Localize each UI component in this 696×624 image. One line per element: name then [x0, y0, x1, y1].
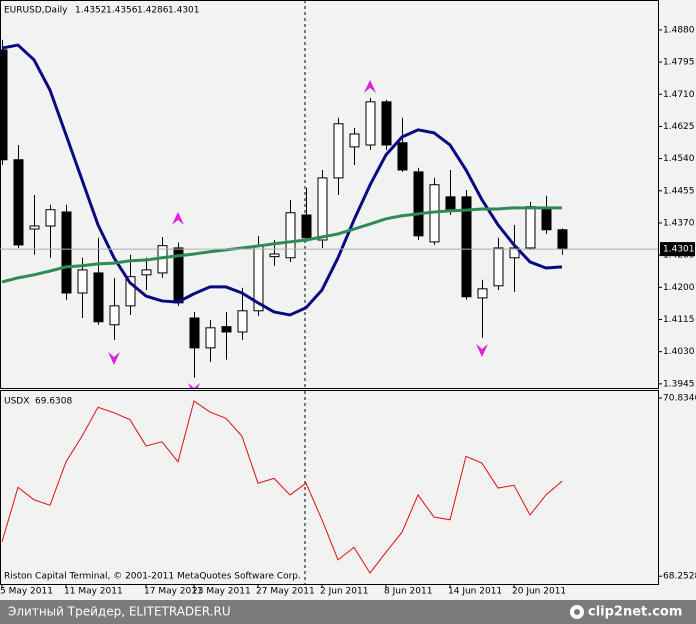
candle-body — [125, 276, 136, 307]
candle-body — [477, 288, 488, 299]
y-tick-label: 1.4880 — [663, 25, 695, 35]
down-arrow — [476, 344, 488, 358]
low-value: 1.4286 — [137, 6, 169, 16]
moving-average — [1, 43, 563, 317]
candle-body — [237, 310, 248, 333]
candle-body — [381, 101, 392, 146]
candle-body — [333, 123, 344, 179]
caption: Riston Capital Terminal, © 2001-2011 Met… — [4, 572, 301, 582]
candle-body — [285, 212, 296, 259]
candle-body — [269, 253, 280, 258]
y-tick-label: 1.4200 — [663, 283, 695, 293]
y-tick-label: 1.4795 — [663, 58, 695, 68]
candle-body — [0, 49, 8, 161]
candle-body — [61, 211, 72, 294]
background — [0, 0, 696, 600]
main-plot — [0, 39, 658, 388]
close-value: 1.4301 — [168, 6, 200, 16]
x-tick-label: 27 May 2011 — [256, 587, 315, 597]
y-tick-label: 1.4540 — [663, 154, 695, 164]
chart-title: EURUSD,Daily — [4, 6, 68, 16]
candle-body — [29, 225, 40, 230]
y-tick-label: 1.4710 — [663, 90, 695, 100]
y-tick-label: 1.4370 — [663, 218, 695, 228]
y-tick-label: 68.2528 — [663, 572, 696, 582]
y-tick-label: 1.3945 — [663, 379, 695, 389]
indicator-panel — [0, 390, 659, 585]
moving-average — [1, 206, 562, 284]
candle-body — [141, 269, 152, 276]
candle-body — [413, 171, 424, 237]
x-tick-label: 14 Jun 2011 — [448, 587, 502, 597]
x-tick-label: 8 Jun 2011 — [384, 587, 432, 597]
x-tick-label: 5 May 2011 — [0, 587, 53, 597]
candle-body — [13, 159, 24, 246]
candle-body — [493, 247, 504, 287]
candle-body — [205, 327, 216, 349]
price-label: 1.4301 — [663, 245, 695, 255]
logo-icon — [574, 609, 580, 615]
up-arrow — [172, 211, 184, 225]
candle-body — [365, 101, 376, 146]
candle-body — [109, 305, 120, 326]
price-tag — [660, 242, 695, 257]
high-value: 1.4356 — [106, 6, 138, 16]
x-tick-label: 20 Jun 2011 — [512, 587, 566, 597]
candle-body — [349, 133, 360, 148]
y-tick-label: 1.4455 — [663, 186, 695, 196]
candle-body — [77, 269, 88, 294]
down-arrow — [108, 351, 120, 365]
candle-body — [525, 206, 536, 249]
x-tick-label: 17 May 2011 — [144, 587, 203, 597]
candle-body — [317, 177, 328, 241]
candle-body — [221, 326, 232, 333]
x-tick-label: 11 May 2011 — [64, 587, 123, 597]
line — [1, 400, 563, 574]
up-arrow — [364, 79, 376, 93]
candle-body — [93, 272, 104, 323]
y-tick-label: 1.4625 — [663, 122, 695, 132]
candle-body — [509, 247, 520, 259]
footer-text: Элитный Трейдер, ELITETRADER.RU — [8, 605, 231, 619]
indicator-value: 69.6308 — [35, 397, 72, 407]
y-tick-label: 1.4030 — [663, 347, 695, 357]
candle-body — [445, 196, 456, 211]
indicator-plot — [1, 400, 563, 574]
candle-body — [461, 196, 472, 298]
y-tick-label: 1.4115 — [663, 315, 695, 325]
open-value: 1.4352 — [75, 6, 107, 16]
candle-body — [45, 209, 56, 227]
candle-body — [301, 214, 312, 239]
x-tick-label: 23 May 2011 — [192, 587, 251, 597]
candle-body — [397, 142, 408, 171]
labels: EURUSD,Daily 1.4352 1.4356 1.4286 1.4301… — [0, 6, 696, 597]
main-panel — [0, 0, 659, 389]
down-arrow — [188, 383, 200, 388]
candle-body — [189, 317, 200, 349]
candle-body — [541, 207, 552, 231]
logo: clip2net.com — [588, 605, 682, 620]
indicator-title: USDX — [4, 397, 29, 407]
candle-body — [557, 229, 568, 250]
x-tick-label: 2 Jun 2011 — [320, 587, 368, 597]
